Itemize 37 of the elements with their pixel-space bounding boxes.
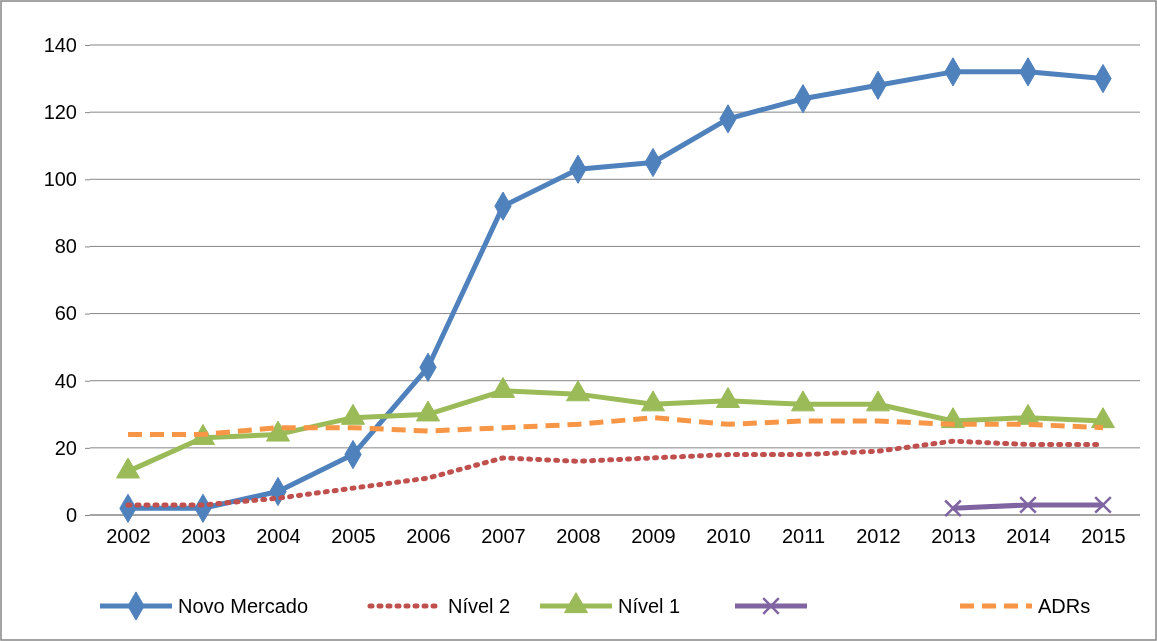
- x-tick-label: 2009: [631, 525, 676, 548]
- y-tick-label: 140: [43, 33, 77, 56]
- x-tick-label: 2002: [106, 525, 151, 548]
- y-tick-label: 120: [43, 101, 77, 124]
- legend-label: Nível 1: [618, 595, 681, 617]
- y-tick-label: 80: [54, 235, 77, 258]
- point: [640, 390, 666, 412]
- point: [865, 390, 891, 412]
- legend-label: Novo Mercado: [178, 595, 309, 617]
- x-tick-label: 2012: [856, 525, 901, 548]
- point: [115, 457, 141, 479]
- x-tick-label: 2008: [556, 525, 601, 548]
- x-tick-label: 2007: [481, 525, 526, 548]
- point: [565, 380, 591, 402]
- y-tick-label: 0: [65, 503, 77, 526]
- x-tick-label: 2011: [781, 525, 826, 548]
- x-tick-label: 2004: [256, 525, 301, 548]
- point: [340, 403, 366, 425]
- y-tick-label: 20: [54, 436, 77, 459]
- y-tick-label: 100: [43, 168, 77, 191]
- y-tick-label: 60: [54, 302, 77, 325]
- point: [790, 390, 816, 412]
- x-tick-label: 2003: [181, 525, 226, 548]
- x-tick-label: 2006: [406, 525, 451, 548]
- point: [415, 400, 441, 422]
- point: [1090, 407, 1116, 429]
- point: [715, 387, 741, 409]
- x-tick-label: 2005: [331, 525, 376, 548]
- x-tick-label: 2013: [931, 525, 976, 548]
- x-tick-label: 2014: [1006, 525, 1051, 548]
- point: [265, 420, 291, 442]
- x-tick-label: 2015: [1081, 525, 1126, 548]
- legend-label: ADRs: [1038, 595, 1091, 617]
- y-tick-label: 40: [54, 369, 77, 392]
- legend-label: Nível 2: [448, 595, 511, 617]
- x-tick-label: 2010: [706, 525, 751, 548]
- point: [490, 376, 516, 398]
